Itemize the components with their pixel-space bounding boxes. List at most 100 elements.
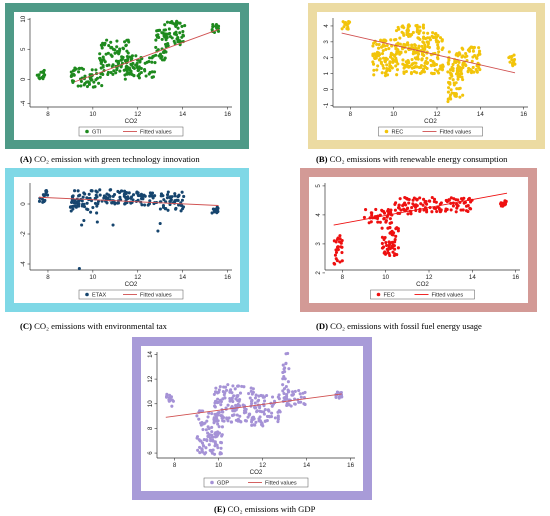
data-point	[459, 208, 463, 212]
data-point	[381, 63, 385, 68]
data-point	[219, 414, 223, 418]
data-point	[362, 215, 366, 220]
data-point	[218, 385, 222, 389]
data-point	[253, 396, 257, 400]
data-point	[180, 198, 184, 202]
data-point	[165, 193, 170, 197]
data-point	[282, 374, 286, 379]
data-point	[377, 46, 381, 50]
data-point	[385, 43, 389, 48]
data-point	[411, 30, 415, 35]
data-point	[459, 68, 463, 72]
data-point	[388, 68, 392, 73]
y-tick-label: 10	[147, 400, 154, 407]
data-point	[160, 31, 164, 35]
data-point	[402, 71, 406, 75]
data-point	[340, 238, 344, 243]
data-point	[173, 192, 177, 196]
data-point	[204, 428, 208, 432]
data-point	[116, 59, 120, 63]
data-point	[406, 58, 410, 63]
x-tick-label: 10	[89, 274, 96, 281]
data-point	[149, 193, 153, 197]
data-point	[428, 38, 432, 42]
data-point	[180, 190, 184, 194]
data-point	[143, 194, 147, 198]
data-point	[154, 38, 158, 42]
data-point	[372, 73, 376, 77]
data-point	[212, 416, 216, 420]
data-point	[213, 440, 217, 444]
data-point	[176, 21, 180, 25]
data-point	[451, 78, 455, 82]
data-point	[415, 30, 419, 34]
data-point	[377, 42, 381, 47]
data-point	[210, 425, 214, 429]
data-point	[216, 413, 220, 417]
y-tick-label: 0	[323, 87, 330, 91]
data-point	[92, 80, 96, 84]
data-point	[156, 48, 160, 52]
fitted-line	[165, 393, 342, 418]
data-point	[260, 422, 264, 426]
data-point	[284, 361, 288, 365]
data-point	[425, 56, 429, 60]
data-point	[213, 390, 218, 394]
data-point	[414, 24, 418, 28]
data-point	[198, 439, 202, 443]
data-point	[200, 450, 205, 454]
data-point	[371, 62, 376, 66]
data-point	[231, 409, 235, 413]
data-point	[422, 31, 426, 35]
data-point	[379, 38, 383, 42]
data-point	[420, 52, 425, 57]
data-point	[159, 56, 163, 60]
data-point	[100, 84, 104, 88]
data-point	[111, 63, 115, 67]
data-point	[460, 55, 464, 59]
data-point	[181, 29, 185, 34]
data-point	[212, 419, 216, 423]
data-point	[297, 388, 301, 393]
chart-frame-e: 8 10 12 14 16 6 8 10 12 14 CO2 GDP Fitted values	[132, 337, 372, 500]
data-point	[164, 34, 168, 38]
data-point	[389, 221, 394, 225]
legend-fitted-label: Fitted values	[265, 481, 297, 487]
data-point	[242, 409, 247, 413]
data-point	[85, 207, 89, 211]
data-point	[43, 198, 47, 202]
chart-frame-c: 8 10 12 14 16 -4 -2 0 CO2 ETAX Fitted values	[5, 168, 249, 312]
data-point	[119, 58, 123, 62]
data-point	[136, 191, 140, 195]
data-point	[406, 64, 410, 69]
data-point	[340, 245, 344, 249]
data-point	[452, 197, 456, 201]
data-point	[464, 52, 468, 56]
data-point	[233, 387, 237, 391]
data-point	[432, 197, 437, 201]
x-tick-label: 8	[46, 274, 50, 281]
x-tick-label: 8	[349, 111, 353, 118]
data-point	[103, 60, 107, 64]
data-point	[40, 76, 44, 80]
data-point	[284, 352, 288, 356]
data-point	[375, 42, 379, 46]
data-point	[127, 191, 131, 195]
data-point	[287, 389, 291, 394]
data-point	[283, 377, 287, 381]
data-point	[430, 34, 434, 38]
data-point	[268, 415, 272, 419]
data-point	[41, 200, 45, 204]
data-point	[253, 423, 257, 427]
legend-fitted-label: Fitted values	[140, 130, 172, 136]
data-point	[426, 44, 430, 49]
data-point	[446, 90, 450, 94]
data-point	[416, 52, 421, 56]
data-point	[224, 388, 229, 392]
fitted-line	[74, 29, 219, 83]
x-axis-label: CO2	[250, 469, 263, 476]
data-point	[334, 250, 339, 254]
data-point	[39, 70, 43, 74]
data-point	[112, 69, 116, 73]
